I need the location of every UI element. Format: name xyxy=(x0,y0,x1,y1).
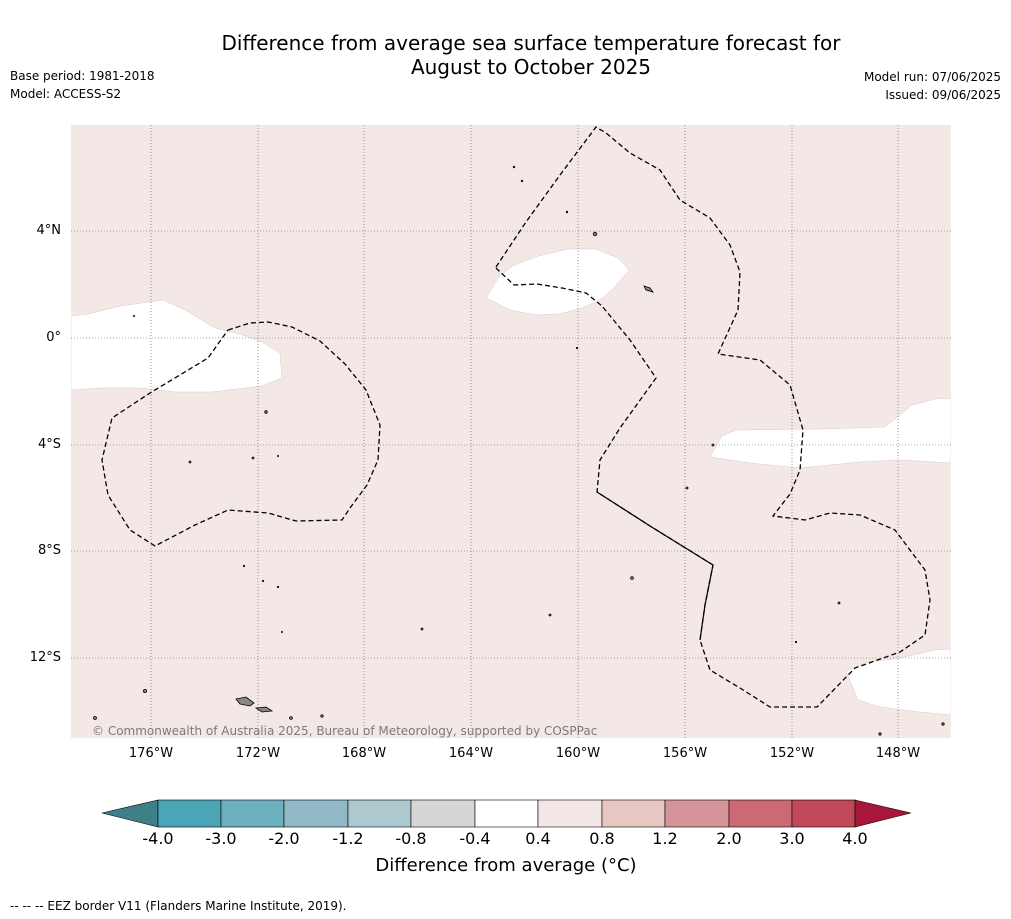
lat-label-4s: 4°S xyxy=(37,437,61,452)
lon-label-172w: 172°W xyxy=(235,746,281,761)
colorbar-tick: 0.8 xyxy=(589,829,615,848)
colorbar-segment xyxy=(347,799,412,828)
colorbar-segment xyxy=(283,799,349,828)
colorbar-segment xyxy=(601,799,666,828)
colorbar-title: Difference from average (°C) xyxy=(375,855,637,876)
colorbar-tick: 3.0 xyxy=(779,829,805,848)
colorbar-segment xyxy=(157,799,222,828)
lon-label-148w: 148°W xyxy=(875,746,921,761)
model-run: Model run: 07/06/2025 xyxy=(863,70,1001,84)
colorbar-tick: -4.0 xyxy=(142,829,174,848)
lat-label-12s: 12°S xyxy=(29,650,61,665)
colorbar-segment xyxy=(728,799,793,828)
base-period: Base period: 1981-2018 xyxy=(10,69,155,83)
model-name: Model: ACCESS-S2 xyxy=(10,87,122,101)
colorbar-tick: -0.4 xyxy=(459,829,491,848)
colorbar-tick: -0.8 xyxy=(395,829,427,848)
lon-label-164w: 164°W xyxy=(448,746,494,761)
lon-label-156w: 156°W xyxy=(662,746,708,761)
neutral-region-southeast xyxy=(845,648,951,716)
issued-date: Issued: 09/06/2025 xyxy=(885,88,1001,102)
colorbar-extend-low xyxy=(101,799,159,828)
neutral-region-west xyxy=(71,299,283,393)
colorbar xyxy=(101,799,912,828)
colorbar-tick: -2.0 xyxy=(268,829,300,848)
eez-border-central xyxy=(495,126,931,708)
neutral-region-east xyxy=(709,397,951,469)
islands xyxy=(93,165,945,736)
lon-label-152w: 152°W xyxy=(769,746,815,761)
colorbar-segment xyxy=(664,799,730,828)
island-upolu xyxy=(235,696,255,707)
colorbar-tick: 1.2 xyxy=(652,829,678,848)
lat-label-8s: 8°S xyxy=(37,543,61,558)
island-tutuila xyxy=(254,706,274,713)
title-line-1: Difference from average sea surface temp… xyxy=(221,31,841,55)
colorbar-segment xyxy=(474,799,539,828)
colorbar-tick: 4.0 xyxy=(842,829,868,848)
lat-label-0: 0° xyxy=(46,330,61,345)
eez-footnote: -- -- -- EEZ border V11 (Flanders Marine… xyxy=(10,899,347,913)
colorbar-tick: 2.0 xyxy=(716,829,742,848)
meta-right: Model run: 07/06/2025 Issued: 09/06/2025 xyxy=(864,68,1001,104)
lon-label-176w: 176°W xyxy=(128,746,174,761)
lat-label-4n: 4°N xyxy=(36,223,62,238)
colorbar-tick: -3.0 xyxy=(205,829,237,848)
lon-label-160w: 160°W xyxy=(555,746,601,761)
meta-left: Base period: 1981-2018 Model: ACCESS-S2 xyxy=(10,67,155,103)
title-line-2: August to October 2025 xyxy=(410,55,652,79)
colorbar-extend-high xyxy=(854,799,912,828)
lon-label-168w: 168°W xyxy=(341,746,387,761)
colorbar-segment xyxy=(537,799,603,828)
copyright-notice: © Commonwealth of Australia 2025, Bureau… xyxy=(92,724,598,738)
colorbar-tick: 0.4 xyxy=(525,829,551,848)
colorbar-segment xyxy=(220,799,285,828)
gridlines xyxy=(71,125,951,738)
colorbar-tick: -1.2 xyxy=(332,829,364,848)
colorbar-segment xyxy=(410,799,476,828)
eez-border-west xyxy=(101,321,381,547)
colorbar-segment xyxy=(791,799,856,828)
eez-border-solid-segment xyxy=(596,491,714,641)
